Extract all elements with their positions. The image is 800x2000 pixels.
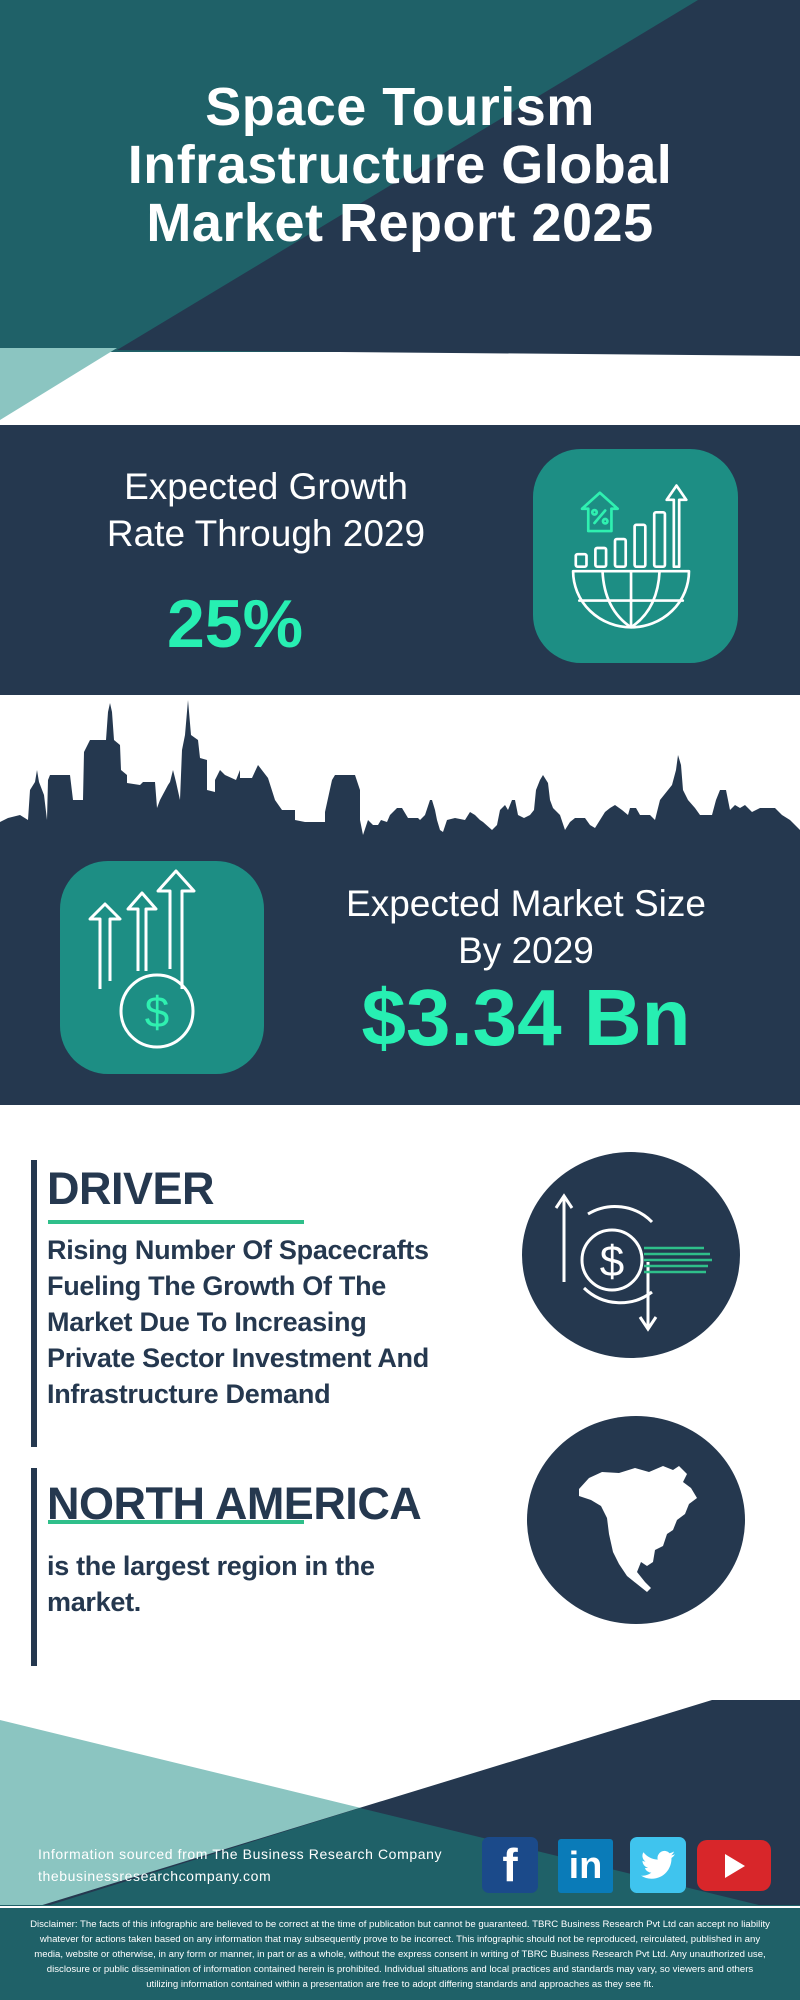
linkedin-button[interactable]: in (558, 1839, 613, 1893)
region-accent-bar (31, 1468, 37, 1666)
linkedin-icon: in (568, 1844, 603, 1887)
region-icon-circle (527, 1416, 745, 1624)
title-line: Infrastructure Global (127, 135, 673, 195)
youtube-button[interactable] (697, 1840, 771, 1891)
market-size-label-line: By 2029 (458, 930, 594, 971)
growth-value: 25% (166, 586, 304, 662)
twitter-icon (641, 1850, 675, 1879)
growth-label-line: Expected Growth (124, 466, 408, 507)
header-navy-triangle (117, 0, 800, 356)
dollar-exchange-icon: $ (554, 1193, 712, 1332)
driver-text-line: Fueling The Growth Of The (47, 1271, 386, 1301)
driver-underline (48, 1220, 304, 1224)
money-growth-arrows-icon: $ (88, 869, 196, 1049)
driver-icon-circle: $ (522, 1152, 740, 1358)
region-text-line: is the largest region in the (47, 1551, 375, 1581)
title-line: Space Tourism (205, 77, 595, 137)
svg-text:$: $ (600, 1237, 624, 1286)
driver-accent-bar (31, 1160, 37, 1447)
facebook-button[interactable]: f (482, 1837, 538, 1893)
region-text-line: market. (47, 1587, 141, 1617)
market-icon-box: $ (60, 861, 264, 1074)
facebook-icon: f (502, 1839, 518, 1891)
market-size-value: $3.34 Bn (361, 973, 691, 1062)
driver-text-line: Market Due To Increasing (47, 1307, 367, 1337)
region-underline (48, 1520, 304, 1524)
page-title: Space Tourism Infrastructure Global Mark… (0, 78, 800, 252)
footer-website-link[interactable]: thebusinessresearchcompany.com (38, 1868, 272, 1884)
title-line: Market Report 2025 (146, 193, 654, 253)
twitter-button[interactable] (630, 1837, 686, 1893)
disclaimer-band (0, 1905, 800, 2000)
driver-text: Rising Number Of Spacecrafts Fueling The… (47, 1232, 507, 1412)
north-america-map-icon (579, 1466, 697, 1592)
growth-label: Expected Growth Rate Through 2029 (60, 463, 472, 557)
market-size-label-line: Expected Market Size (346, 883, 706, 924)
region-text: is the largest region in the market. (47, 1548, 507, 1620)
disclaimer-text: Disclaimer: The facts of this infographi… (30, 1919, 770, 1990)
driver-text-line: Rising Number Of Spacecrafts (47, 1235, 429, 1265)
globe-growth-chart-icon (571, 484, 691, 629)
driver-text-line: Infrastructure Demand (47, 1379, 331, 1409)
driver-text-line: Private Sector Investment And (47, 1343, 429, 1373)
growth-icon-box (533, 449, 738, 663)
footer-source: Information sourced from The Business Re… (38, 1846, 443, 1862)
growth-label-line: Rate Through 2029 (106, 513, 426, 554)
disclaimer-divider (0, 1906, 800, 1908)
market-size-label: Expected Market Size By 2029 (300, 880, 752, 974)
play-icon (725, 1853, 745, 1878)
driver-heading: DRIVER (47, 1163, 215, 1214)
svg-text:$: $ (145, 988, 169, 1037)
header-light-triangle (0, 348, 117, 420)
